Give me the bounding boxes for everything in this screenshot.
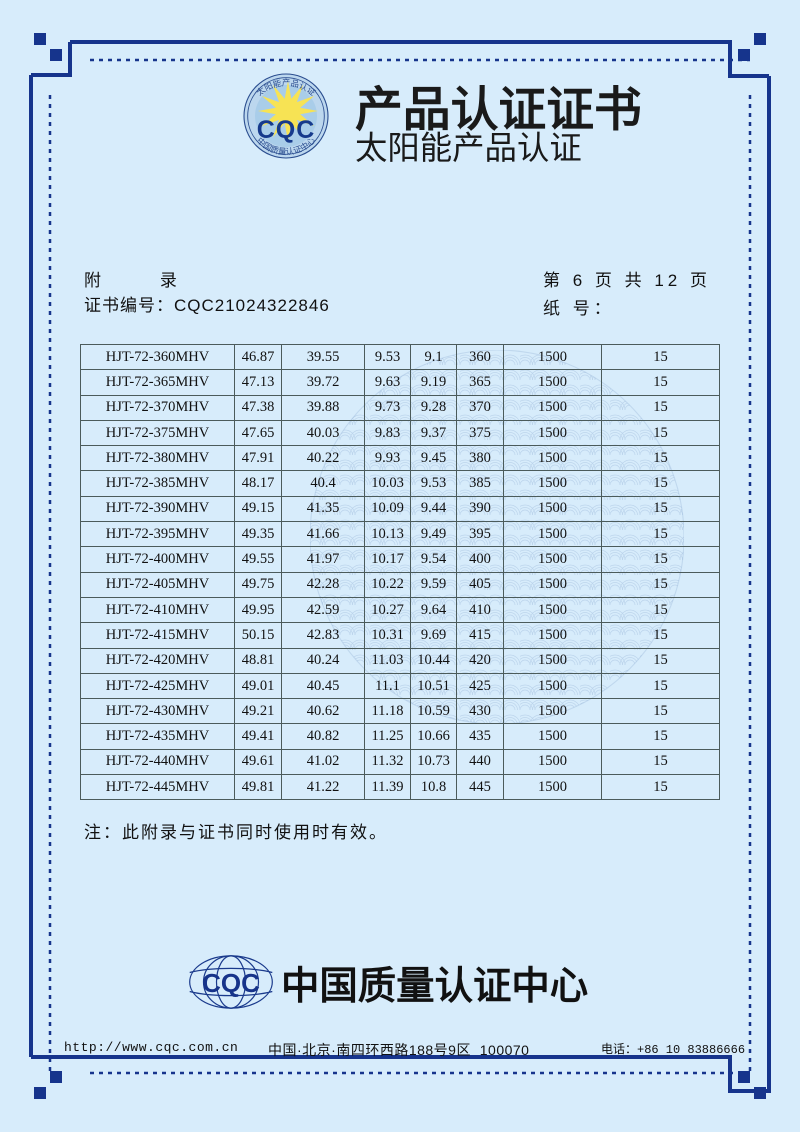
svg-text:CQC: CQC [202,968,260,998]
